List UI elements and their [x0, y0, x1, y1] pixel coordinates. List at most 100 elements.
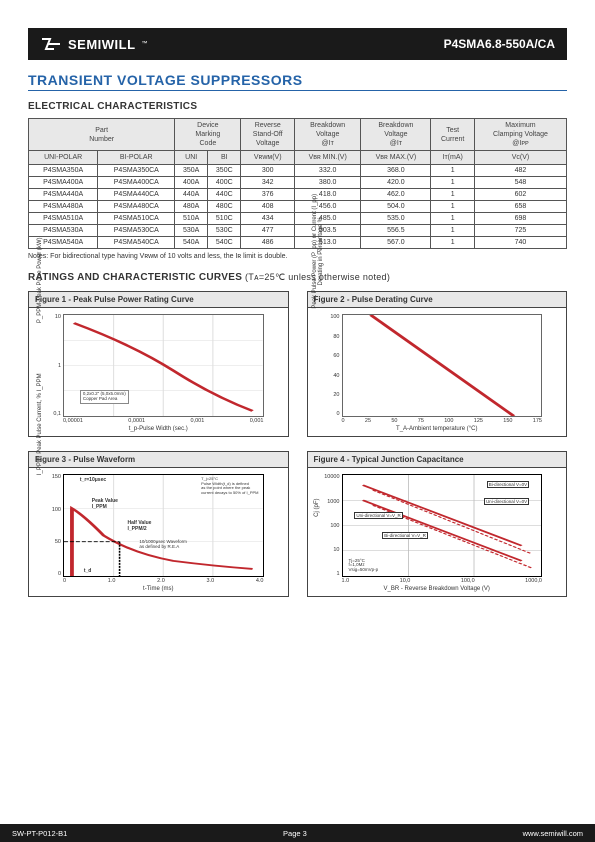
fig4-ylabel: Cj (pF)	[314, 498, 320, 516]
table-cell: 540A	[175, 237, 208, 249]
th-sub-uni: UNI-POLAR	[29, 151, 98, 165]
table-cell: 400C	[208, 177, 241, 189]
table-row: P4SMA440AP4SMA440CA440A440C376418.0462.0…	[29, 189, 567, 201]
fig4-leg1: Bi-directional V=0V	[487, 481, 529, 488]
electrical-table: Part Number Device Marking Code Reverse …	[28, 118, 567, 249]
table-cell: 462.0	[361, 189, 431, 201]
fig3-cond1: T_j=25°C Pulse Width(t_d) is defined as …	[201, 477, 258, 495]
table-cell: 408	[241, 201, 295, 213]
table-cell: P4SMA480CA	[98, 201, 175, 213]
table-cell: 504.0	[361, 201, 431, 213]
table-cell: 1	[431, 237, 475, 249]
fig1-xticks: 0,000010,00010,0010,001	[63, 418, 264, 424]
table-cell: 513.0	[294, 237, 360, 249]
fig1-pad-note: 0,2x0.2" (5,0x5.0mm)Copper Pad Area	[80, 390, 129, 404]
th-sub-bi: BI-POLAR	[98, 151, 175, 165]
fig3-pv: Peak Value I_PPM	[92, 498, 118, 510]
table-cell: 376	[241, 189, 295, 201]
fig4-xticks: 1.010,0100,01000,0	[342, 578, 543, 584]
figure-1: Figure 1 - Peak Pulse Power Rating Curve…	[28, 291, 289, 437]
fig4-leg2: Uni-directional V=0V	[484, 498, 529, 505]
figure-3: Figure 3 - Pulse Waveform 150100500 I_PP…	[28, 451, 289, 597]
table-cell: P4SMA540CA	[98, 237, 175, 249]
table-cell: 485.0	[294, 213, 360, 225]
table-cell: 510C	[208, 213, 241, 225]
fig3-plotarea: t_r=10μsec Peak Value I_PPM Half Value I…	[63, 474, 264, 577]
fig3-hv: Half Value I_PPM/2	[128, 520, 152, 532]
table-cell: 540C	[208, 237, 241, 249]
brand-logo: SEMIWILL ™	[40, 35, 148, 53]
section-electrical: ELECTRICAL CHARACTERISTICS	[28, 101, 567, 112]
th-test: Test Current	[431, 119, 475, 151]
table-row: P4SMA350AP4SMA350CA350A350C300332.0368.0…	[29, 165, 567, 177]
table-cell: P4SMA400CA	[98, 177, 175, 189]
th-clamp: Maximum Clamping Voltage @Iᴘᴘ	[474, 119, 566, 151]
table-cell: 480C	[208, 201, 241, 213]
fig3-tr: t_r=10μsec	[80, 477, 106, 483]
footer-bar: SW-PT-P012-B1 Page 3 www.semiwill.com	[0, 824, 595, 842]
footer-right: www.semiwill.com	[523, 829, 583, 838]
fig2-xticks: 0255075100125150175	[342, 418, 543, 424]
table-cell: 548	[474, 177, 566, 189]
part-number-header: P4SMA6.8-550A/CA	[444, 37, 555, 51]
table-cell: 1	[431, 165, 475, 177]
fig4-leg3: Uni-directional V=V_R	[354, 512, 402, 519]
fig3-xlabel: t-Time (ms)	[35, 586, 282, 592]
fig4-yticks: 100001000100101	[318, 474, 340, 577]
fig2-ylabel: Peak Pulse Power (P_pp) or Current (I_pp…	[312, 194, 324, 309]
fig4-xlabel: V_BR - Reverse Breakdown Voltage (V)	[314, 586, 561, 592]
table-cell: 486	[241, 237, 295, 249]
table-row: P4SMA540AP4SMA540CA540A540C486513.0567.0…	[29, 237, 567, 249]
figure-2: Figure 2 - Pulse Derating Curve 10080604…	[307, 291, 568, 437]
table-cell: P4SMA480A	[29, 201, 98, 213]
table-row: P4SMA480AP4SMA480CA480A480C408456.0504.0…	[29, 201, 567, 213]
table-cell: 602	[474, 189, 566, 201]
header-bar: SEMIWILL ™ P4SMA6.8-550A/CA	[28, 28, 567, 60]
fig4-leg4: Bi-directional V=V_R	[382, 532, 428, 539]
fig3-cond2: 10/1000μsec Waveform as defined by R.E.A	[139, 540, 186, 550]
fig3-ylabel: I_PPM: Peak Pulse Current, % I_PPM	[37, 373, 43, 475]
section-curves: RATINGS AND CHARACTERISTIC CURVES (Tᴀ=25…	[28, 272, 567, 283]
brand-name: SEMIWILL	[68, 37, 136, 52]
table-cell: P4SMA510CA	[98, 213, 175, 225]
th-sub-vbrmax: Vʙʀ MAX.(V)	[361, 151, 431, 165]
table-row: P4SMA510AP4SMA510CA510A510C434485.0535.0…	[29, 213, 567, 225]
fig3-xticks: 01.02.03.04.0	[63, 578, 264, 584]
table-cell: 418.0	[294, 189, 360, 201]
figure-4: Figure 4 - Typical Junction Capacitance …	[307, 451, 568, 597]
table-cell: 567.0	[361, 237, 431, 249]
th-brmax: Breakdown Voltage @Iᴛ	[361, 119, 431, 151]
table-cell: 1	[431, 225, 475, 237]
table-cell: P4SMA350CA	[98, 165, 175, 177]
table-cell: 477	[241, 225, 295, 237]
fig4-plotarea: Bi-directional V=0V Uni-directional V=0V…	[342, 474, 543, 577]
th-sub-bi2: BI	[208, 151, 241, 165]
table-cell: 380.0	[294, 177, 360, 189]
table-cell: 1	[431, 177, 475, 189]
table-cell: 1	[431, 189, 475, 201]
fig1-yticks: 1010,1	[45, 314, 61, 417]
table-cell: 440A	[175, 189, 208, 201]
table-cell: 480A	[175, 201, 208, 213]
fig3-td: t_d	[84, 568, 92, 574]
fig1-xlabel: t_p-Pulse Width (sec.)	[35, 426, 282, 432]
table-cell: 420.0	[361, 177, 431, 189]
table-cell: P4SMA440CA	[98, 189, 175, 201]
figure-2-title: Figure 2 - Pulse Derating Curve	[308, 292, 567, 308]
th-sub-it: Iᴛ(mA)	[431, 151, 475, 165]
th-sub-vbrmin: Vʙʀ MIN.(V)	[294, 151, 360, 165]
table-cell: 510A	[175, 213, 208, 225]
fig3-yticks: 150100500	[45, 474, 61, 577]
table-cell: 482	[474, 165, 566, 177]
footer-left: SW-PT-P012-B1	[12, 829, 67, 838]
figure-4-title: Figure 4 - Typical Junction Capacitance	[308, 452, 567, 468]
th-sub-uni2: UNI	[175, 151, 208, 165]
th-marking: Device Marking Code	[175, 119, 241, 151]
table-cell: 535.0	[361, 213, 431, 225]
table-cell: 332.0	[294, 165, 360, 177]
table-cell: 658	[474, 201, 566, 213]
table-cell: 698	[474, 213, 566, 225]
logo-mark-icon	[40, 35, 62, 53]
table-cell: 400A	[175, 177, 208, 189]
table-cell: 440C	[208, 189, 241, 201]
